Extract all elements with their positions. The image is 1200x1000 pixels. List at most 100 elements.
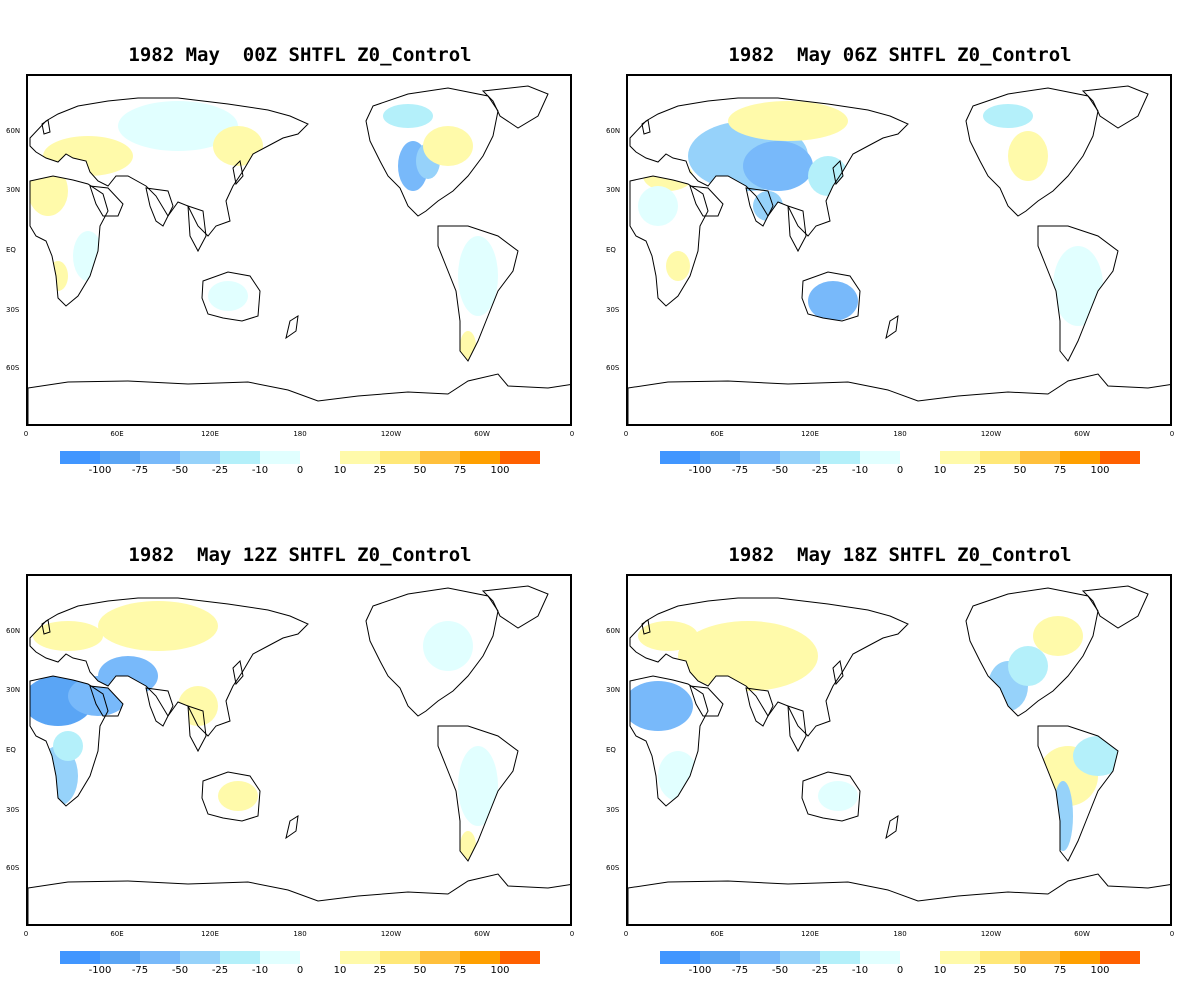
flux-region xyxy=(43,136,133,176)
coastline-eurasia xyxy=(29,97,309,237)
lat-label: 30S xyxy=(6,806,20,814)
colorbar-label: -25 xyxy=(811,965,829,976)
map-frame xyxy=(626,574,1172,926)
colorbar-swatch xyxy=(1100,951,1140,964)
coastline-india xyxy=(145,687,174,727)
lat-label: 30S xyxy=(606,806,620,814)
map-panel: 1982 May 12Z SHTFL Z0_Control 60N 30N EQ 30S… xyxy=(0,500,600,1000)
coastline-australia xyxy=(801,271,861,322)
coastline-antarctica xyxy=(28,373,570,424)
colorbar-label: -75 xyxy=(731,465,749,476)
colorbar-swatch xyxy=(380,951,420,964)
colorbar-swatch xyxy=(100,451,140,464)
colorbar-swatch xyxy=(940,951,980,964)
colorbar-label: -75 xyxy=(131,965,149,976)
lon-label: 180 xyxy=(293,930,307,938)
colorbar-label: -75 xyxy=(131,465,149,476)
coastline-greenland xyxy=(481,585,549,629)
colorbar-swatch xyxy=(860,951,900,964)
map-panel: 1982 May 06Z SHTFL Z0_Control 60N 30N EQ 30S… xyxy=(600,0,1200,500)
coastline-nz xyxy=(885,315,899,340)
colorbar-label: -10 xyxy=(251,465,269,476)
flux-region xyxy=(808,281,858,321)
lat-label: 30N xyxy=(6,686,21,694)
coastline-greenland xyxy=(1081,85,1149,129)
colorbar-swatch xyxy=(780,451,820,464)
flux-region xyxy=(458,236,498,316)
colorbar-label: 25 xyxy=(373,465,387,476)
land-shading xyxy=(28,86,570,424)
colorbar-swatch xyxy=(940,451,980,464)
land-shading xyxy=(28,586,570,924)
coastlines xyxy=(628,585,1170,924)
colorbar-label: -10 xyxy=(251,965,269,976)
colorbar-swatch xyxy=(380,451,420,464)
colorbar-swatch xyxy=(660,451,700,464)
lat-label: EQ xyxy=(606,746,616,754)
flux-region xyxy=(678,621,818,691)
coastline-india xyxy=(745,187,774,227)
lat-label: 60N xyxy=(606,627,621,635)
colorbar-swatch xyxy=(260,951,300,964)
colorbar-label: -75 xyxy=(731,965,749,976)
coastline-japan xyxy=(232,159,244,186)
lat-label: 60N xyxy=(6,127,21,135)
colorbar: -100 -75 -50 -25 -10 0 10 25 50 75 100 xyxy=(660,951,1150,981)
colorbar-swatch xyxy=(1060,951,1100,964)
flux-region xyxy=(1008,131,1048,181)
colorbar-label: -10 xyxy=(851,465,869,476)
flux-region xyxy=(208,281,248,311)
map-canvas xyxy=(628,85,1170,424)
map-canvas xyxy=(28,85,570,424)
panel-title: 1982 May 06Z SHTFL Z0_Control xyxy=(728,44,1072,66)
lat-label: EQ xyxy=(6,746,16,754)
coastline-seasia xyxy=(787,705,807,753)
lon-label: 0 xyxy=(1169,930,1175,938)
coastline-africa xyxy=(629,175,709,307)
flux-region xyxy=(33,621,103,651)
colorbar-label: 100 xyxy=(1090,965,1110,976)
lon-label: 60E xyxy=(710,930,724,938)
coastline-greenland xyxy=(1081,585,1149,629)
colorbar-label: -50 xyxy=(171,965,189,976)
colorbar-label: 0 xyxy=(896,465,904,476)
lon-label: 60W xyxy=(1074,430,1090,438)
coastline-antarctica xyxy=(628,873,1170,924)
lon-label: 180 xyxy=(893,430,907,438)
lat-label: 30N xyxy=(606,686,621,694)
lon-label: 0 xyxy=(569,930,575,938)
flux-region xyxy=(53,731,83,761)
lat-label: 60S xyxy=(6,364,20,372)
colorbar-swatch xyxy=(180,951,220,964)
lon-label: 0 xyxy=(623,930,629,938)
lon-label: 60E xyxy=(110,930,124,938)
coastline-uk xyxy=(641,619,651,635)
panel-title: 1982 May 12Z SHTFL Z0_Control xyxy=(128,544,472,566)
lon-label: 120W xyxy=(980,430,1002,438)
flux-region xyxy=(458,746,498,826)
lon-label: 60E xyxy=(710,430,724,438)
lon-label: 120W xyxy=(380,430,402,438)
colorbar-swatch xyxy=(740,451,780,464)
flux-region xyxy=(118,101,238,151)
map-frame xyxy=(26,574,572,926)
colorbar-swatch xyxy=(140,451,180,464)
lon-label: 0 xyxy=(569,430,575,438)
coastline-japan xyxy=(832,159,844,186)
colorbar-label: 75 xyxy=(453,965,467,976)
lat-label: 60N xyxy=(6,627,21,635)
colorbar-swatch xyxy=(700,451,740,464)
lon-label: 60W xyxy=(474,430,490,438)
coastline-australia xyxy=(801,771,861,822)
colorbar-swatch xyxy=(100,951,140,964)
coastline-uk xyxy=(41,119,51,135)
colorbar-label: 100 xyxy=(490,465,510,476)
flux-region xyxy=(28,166,68,216)
panel-title: 1982 May 00Z SHTFL Z0_Control xyxy=(128,44,472,66)
map-frame xyxy=(626,74,1172,426)
flux-region xyxy=(983,104,1033,128)
flux-region xyxy=(638,186,678,226)
colorbar-swatch xyxy=(220,951,260,964)
flux-region xyxy=(1073,736,1123,776)
colorbar-label: -50 xyxy=(771,965,789,976)
